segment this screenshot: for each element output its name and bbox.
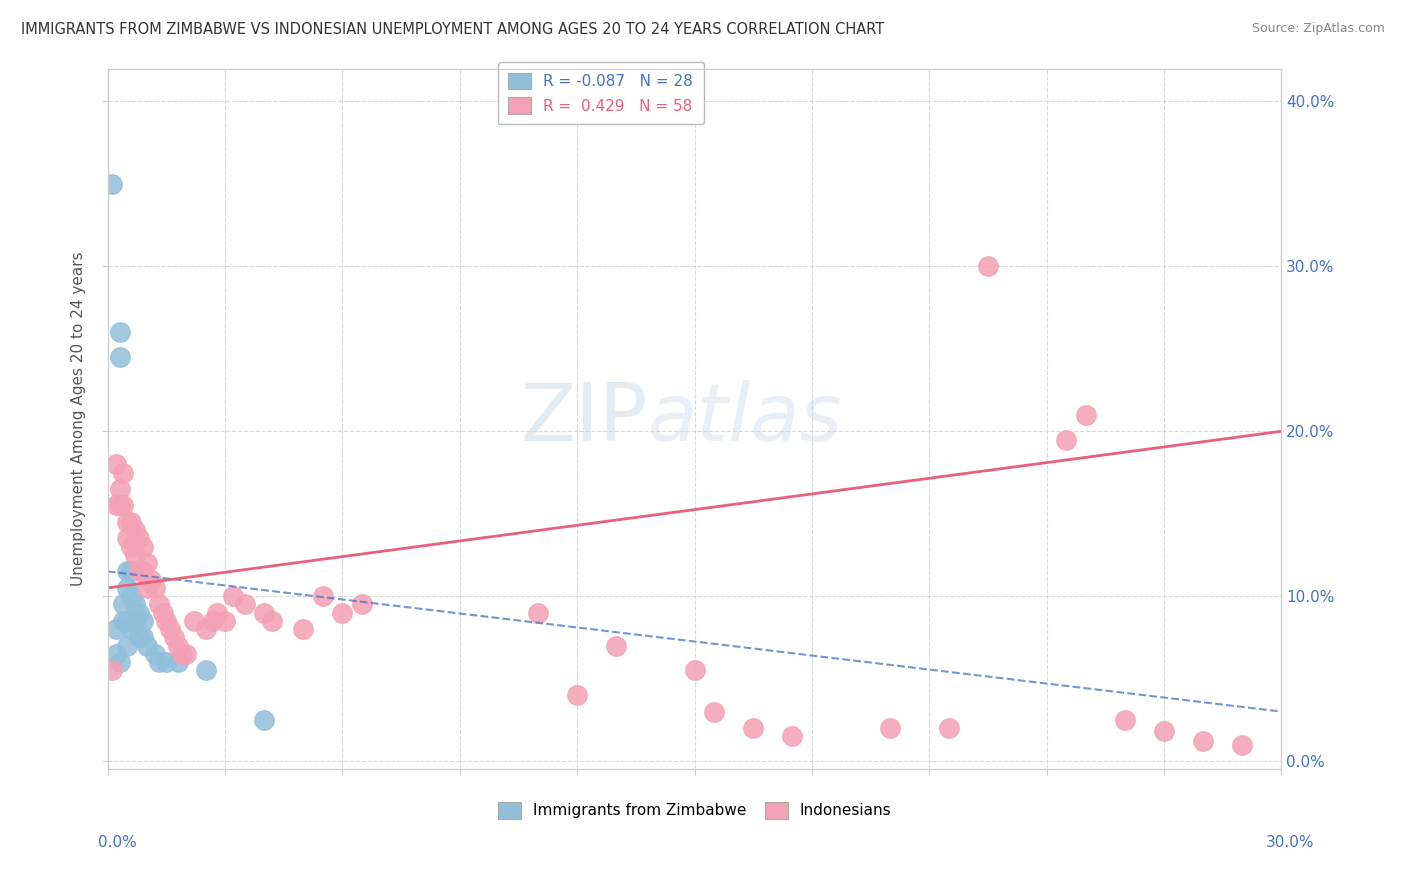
- Point: [120, 589, 142, 603]
- Point: [352, 598, 374, 612]
- Text: 0.0%: 0.0%: [98, 836, 138, 850]
- Point: [108, 655, 131, 669]
- Point: [167, 655, 190, 669]
- Point: [1054, 433, 1077, 447]
- Text: IMMIGRANTS FROM ZIMBABWE VS INDONESIAN UNEMPLOYMENT AMONG AGES 20 TO 24 YEARS CO: IMMIGRANTS FROM ZIMBABWE VS INDONESIAN U…: [21, 22, 884, 37]
- Point: [332, 606, 354, 620]
- Point: [112, 598, 135, 612]
- Point: [194, 622, 217, 636]
- Point: [112, 499, 135, 513]
- Point: [233, 598, 256, 612]
- Point: [1192, 734, 1215, 748]
- Point: [152, 606, 174, 620]
- Point: [148, 655, 170, 669]
- Point: [124, 614, 146, 628]
- Point: [132, 631, 155, 645]
- Point: [124, 523, 146, 537]
- Point: [117, 532, 139, 546]
- Point: [135, 581, 157, 595]
- Point: [143, 581, 166, 595]
- Point: [1114, 713, 1136, 727]
- Point: [108, 499, 131, 513]
- Point: [163, 631, 186, 645]
- Point: [124, 598, 146, 612]
- Point: [139, 573, 162, 587]
- Point: [128, 565, 150, 579]
- Point: [703, 705, 725, 719]
- Point: [100, 177, 122, 191]
- Point: [132, 565, 155, 579]
- Point: [183, 614, 205, 628]
- Y-axis label: Unemployment Among Ages 20 to 24 years: Unemployment Among Ages 20 to 24 years: [72, 252, 86, 586]
- Point: [117, 515, 139, 529]
- Point: [117, 614, 139, 628]
- Point: [207, 606, 229, 620]
- Point: [100, 664, 122, 678]
- Point: [104, 499, 127, 513]
- Text: 30.0%: 30.0%: [1267, 836, 1315, 850]
- Point: [879, 721, 901, 735]
- Point: [683, 664, 706, 678]
- Point: [104, 457, 127, 471]
- Point: [135, 556, 157, 570]
- Point: [977, 260, 1000, 274]
- Point: [292, 622, 315, 636]
- Point: [567, 688, 589, 702]
- Point: [174, 647, 197, 661]
- Point: [117, 639, 139, 653]
- Point: [222, 589, 245, 603]
- Point: [117, 581, 139, 595]
- Point: [202, 614, 225, 628]
- Point: [132, 540, 155, 554]
- Point: [128, 606, 150, 620]
- Text: Source: ZipAtlas.com: Source: ZipAtlas.com: [1251, 22, 1385, 36]
- Point: [262, 614, 284, 628]
- Point: [148, 598, 170, 612]
- Point: [1153, 724, 1175, 739]
- Point: [143, 647, 166, 661]
- Point: [172, 647, 194, 661]
- Point: [120, 515, 142, 529]
- Point: [167, 639, 190, 653]
- Point: [159, 622, 181, 636]
- Point: [120, 565, 142, 579]
- Point: [104, 622, 127, 636]
- Point: [104, 647, 127, 661]
- Point: [155, 655, 177, 669]
- Point: [253, 606, 276, 620]
- Point: [194, 664, 217, 678]
- Point: [108, 350, 131, 364]
- Legend: Immigrants from Zimbabwe, Indonesians: Immigrants from Zimbabwe, Indonesians: [492, 796, 897, 825]
- Point: [120, 622, 142, 636]
- Point: [527, 606, 550, 620]
- Point: [117, 565, 139, 579]
- Text: atlas: atlas: [648, 380, 842, 458]
- Point: [1232, 738, 1254, 752]
- Point: [120, 540, 142, 554]
- Point: [132, 614, 155, 628]
- Point: [128, 631, 150, 645]
- Point: [112, 614, 135, 628]
- Point: [253, 713, 276, 727]
- Point: [155, 614, 177, 628]
- Point: [112, 466, 135, 480]
- Point: [128, 532, 150, 546]
- Point: [108, 326, 131, 340]
- Point: [742, 721, 765, 735]
- Point: [938, 721, 960, 735]
- Point: [782, 729, 804, 743]
- Point: [124, 548, 146, 562]
- Text: ZIP: ZIP: [520, 380, 648, 458]
- Point: [312, 589, 335, 603]
- Point: [135, 639, 157, 653]
- Point: [605, 639, 627, 653]
- Point: [1074, 408, 1097, 422]
- Point: [108, 482, 131, 496]
- Point: [214, 614, 236, 628]
